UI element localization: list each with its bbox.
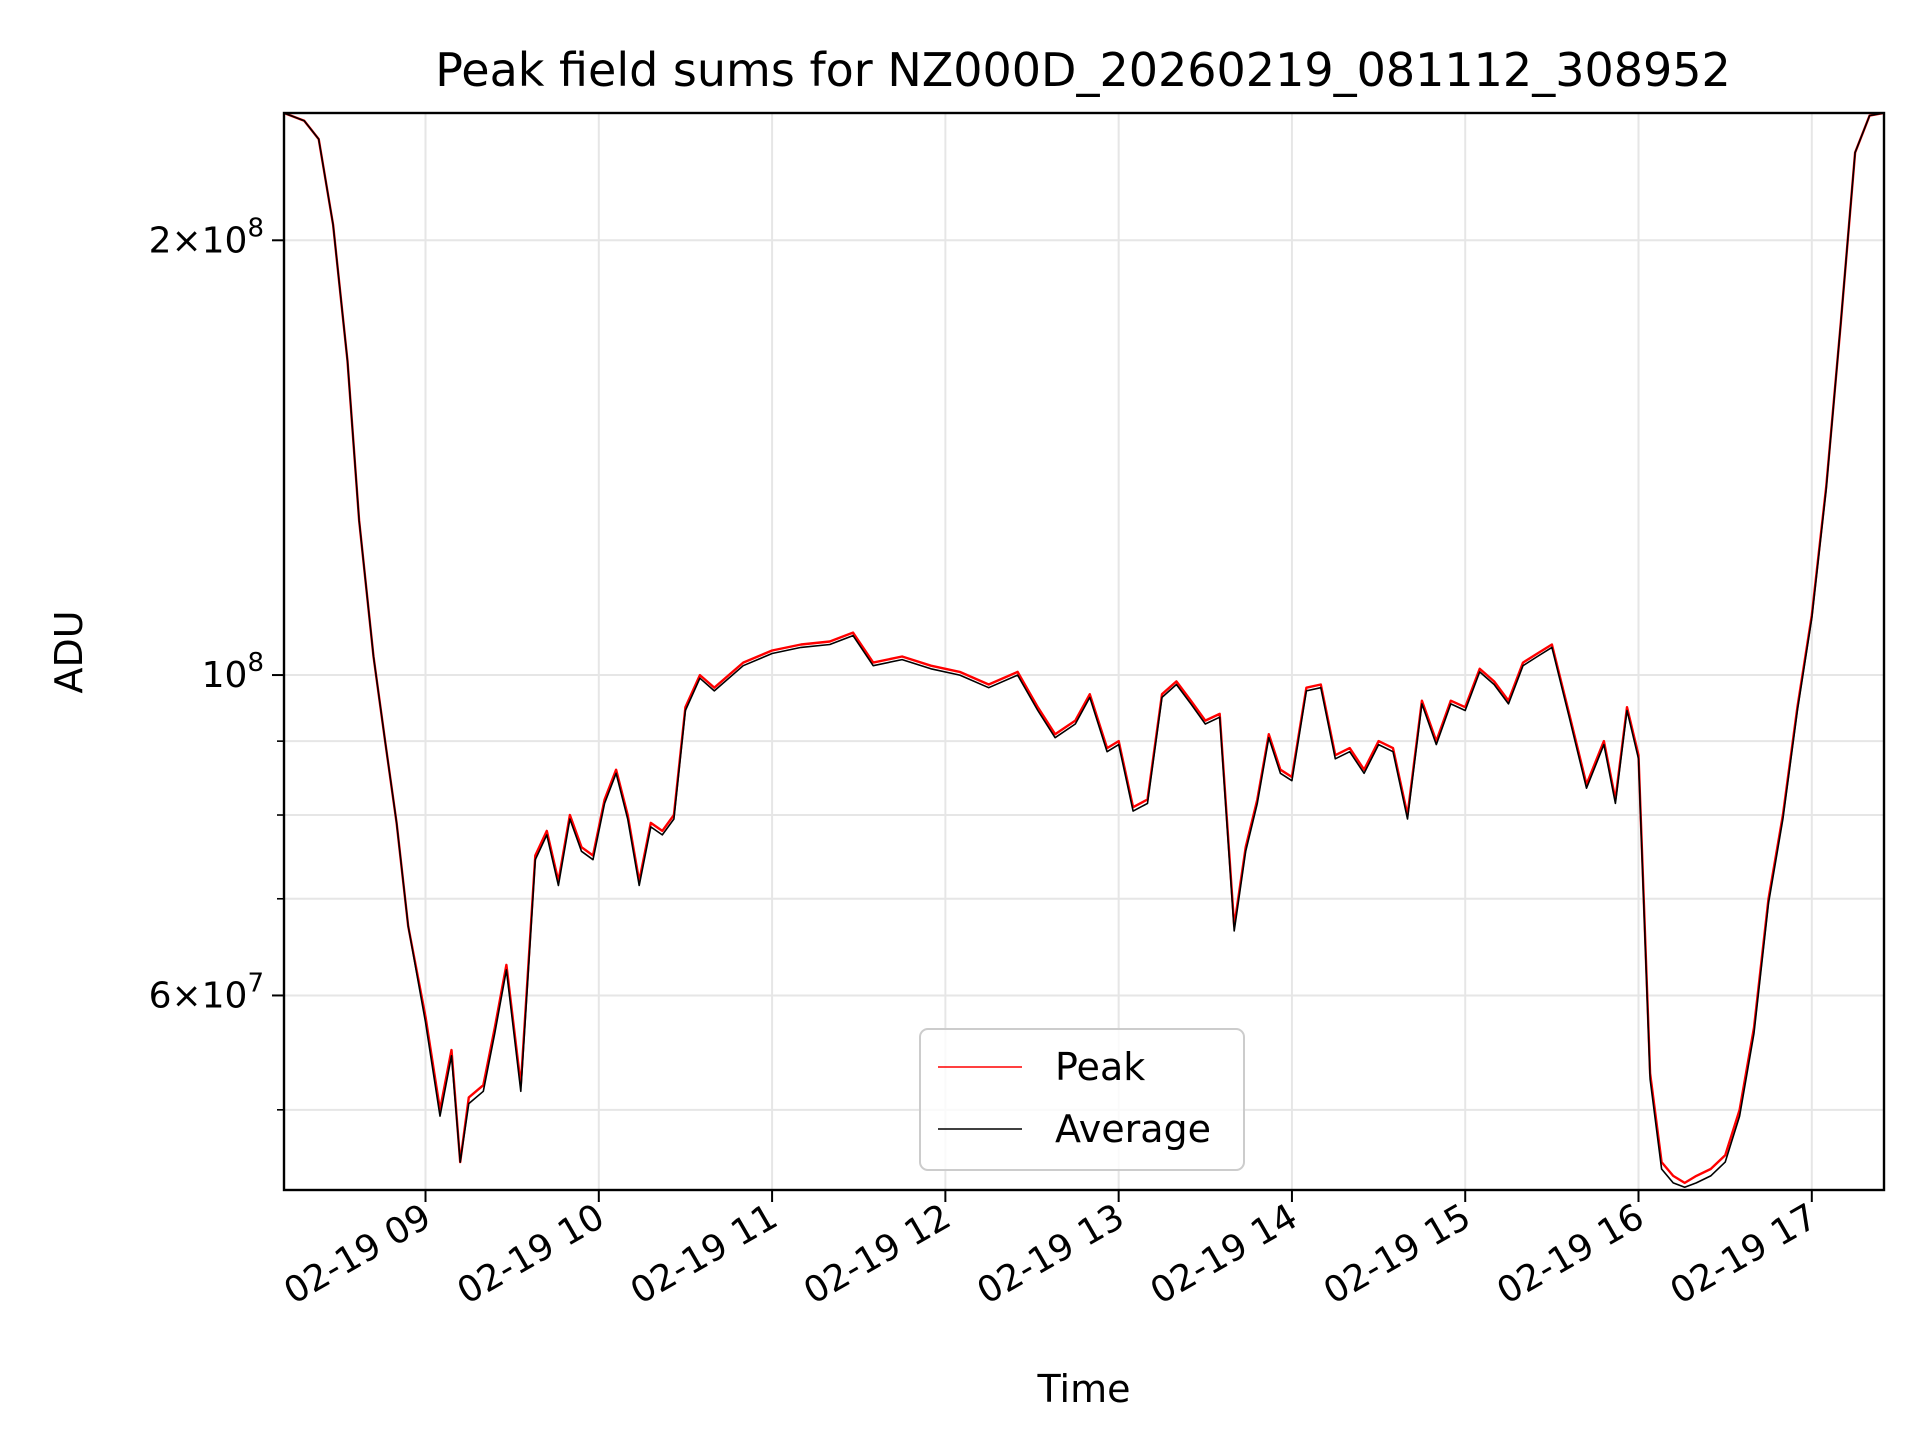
y-tick-label: 108 xyxy=(202,648,264,696)
plot-area xyxy=(283,111,1885,1188)
legend: Peak Average xyxy=(919,1028,1245,1171)
legend-box xyxy=(919,1028,1245,1171)
y-tick-label: 2×108 xyxy=(149,213,264,261)
y-tick-label: 6×107 xyxy=(149,968,264,1016)
series-line-average xyxy=(283,112,1885,1188)
chart-title: Peak field sums for NZ000D_20260219_0811… xyxy=(435,43,1731,97)
y-axis-ticks: 2×108 108 6×107 xyxy=(149,213,284,1111)
plot-frame xyxy=(282,111,1886,1192)
x-axis-label: Time xyxy=(1037,1367,1131,1411)
y-axis-label: ADU xyxy=(47,610,91,693)
legend-label-average: Average xyxy=(1055,1107,1211,1151)
legend-label-peak: Peak xyxy=(1055,1045,1145,1089)
